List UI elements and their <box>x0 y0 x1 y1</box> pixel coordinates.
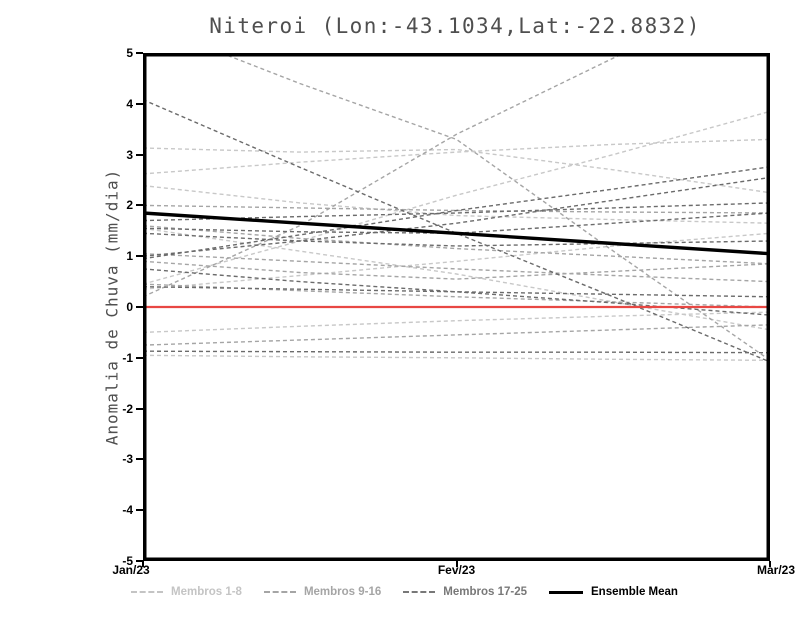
legend-label: Ensemble Mean <box>591 586 678 598</box>
y-tick <box>136 153 143 156</box>
member-line <box>143 232 770 247</box>
member-line <box>143 324 770 346</box>
y-tick <box>136 560 143 562</box>
dashed-line-icon <box>263 591 296 593</box>
y-tick <box>136 204 143 207</box>
dashed-line-icon <box>131 591 163 593</box>
y-tick <box>136 52 143 54</box>
x-tick-label: Jan/23 <box>112 563 150 577</box>
y-tick-label: 5 <box>126 46 133 60</box>
y-tick <box>136 509 143 512</box>
member-line <box>143 354 770 361</box>
solid-line-icon <box>549 590 584 594</box>
y-tick-label: -2 <box>122 401 133 416</box>
member-line <box>143 286 770 298</box>
member-line <box>143 110 770 285</box>
legend: Membros 1-8 Membros 9-16 Membros 17-25 Ense… <box>131 586 678 598</box>
y-tick <box>136 102 143 105</box>
x-tick <box>142 561 144 567</box>
member-line <box>143 166 770 260</box>
y-tick-label: 4 <box>126 96 133 111</box>
member-line <box>143 176 770 257</box>
dashed-line-icon <box>403 591 436 593</box>
ensemble-mean-line <box>143 211 770 256</box>
y-tick <box>136 407 143 410</box>
legend-item-membros-1-8: Membros 1-8 <box>131 586 242 598</box>
chart-title: Niteroi (Lon:-43.1034,Lat:-22.8832) <box>209 14 701 38</box>
y-tick-label: 2 <box>126 198 133 213</box>
y-tick-label: 0 <box>126 300 133 314</box>
legend-label: Membros 17-25 <box>443 586 528 598</box>
member-line <box>143 184 770 224</box>
x-tick-label: Fev/23 <box>437 563 476 577</box>
member-line <box>219 53 770 361</box>
x-tick-label: Mar/23 <box>756 563 796 577</box>
y-tick <box>136 356 143 359</box>
y-tick-label: -4 <box>122 503 133 518</box>
plot-frame <box>143 53 770 561</box>
y-tick-label: -1 <box>122 350 133 365</box>
member-line <box>143 99 770 363</box>
x-tick <box>769 561 771 567</box>
legend-label: Membros 1-8 <box>171 586 242 598</box>
y-tick <box>136 458 143 461</box>
plot-area <box>143 53 770 561</box>
y-tick-label: -5 <box>122 554 133 568</box>
legend-label: Membros 9-16 <box>303 586 382 598</box>
member-line <box>143 268 770 316</box>
member-line <box>143 53 627 298</box>
y-tick <box>136 306 143 308</box>
member-line <box>143 138 770 175</box>
x-tick <box>455 561 458 567</box>
y-tick-label: 1 <box>126 249 133 264</box>
legend-item-membros-17-25: Membros 17-25 <box>403 586 527 598</box>
member-line <box>143 147 770 194</box>
y-tick-label: 3 <box>126 147 133 162</box>
y-tick-label: -3 <box>122 452 133 467</box>
legend-item-ensemble-mean: Ensemble Mean <box>549 586 678 598</box>
legend-item-membros-9-16: Membros 9-16 <box>263 586 382 598</box>
member-line <box>143 350 770 354</box>
y-tick <box>136 255 143 258</box>
